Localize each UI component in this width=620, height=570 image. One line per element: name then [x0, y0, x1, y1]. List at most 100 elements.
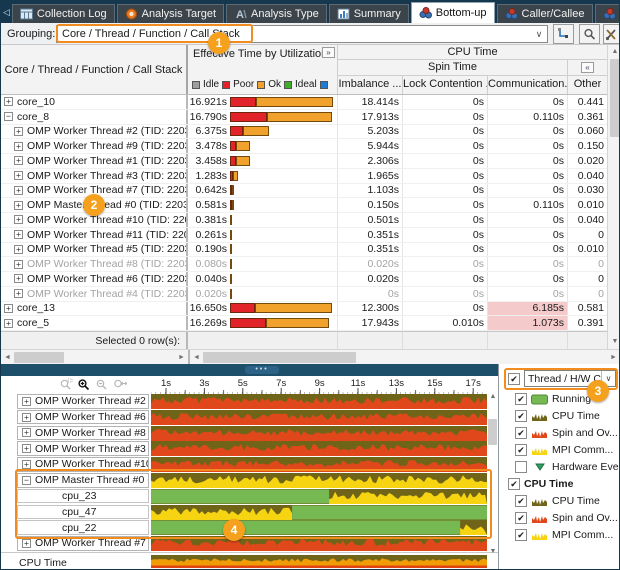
timeline-row-label[interactable]: +OMP Worker Thread #2 (...: [17, 394, 149, 409]
expander-icon[interactable]: +: [4, 304, 13, 313]
table-row[interactable]: +OMP Worker Thread #8 (TID: 220382)0.080…: [1, 257, 607, 272]
expander-icon[interactable]: +: [14, 260, 23, 269]
tab-top-down-tree[interactable]: Top-down Tree: [595, 4, 620, 23]
expander-icon[interactable]: +: [4, 319, 13, 328]
column-header-communication[interactable]: Communication...: [488, 76, 568, 94]
table-row[interactable]: +OMP Worker Thread #5 (TID: 220376)0.190…: [1, 243, 607, 258]
cpu-time-band[interactable]: [151, 555, 487, 568]
timeline-band[interactable]: [151, 426, 487, 441]
search-button[interactable]: [579, 24, 600, 44]
expander-icon[interactable]: +: [14, 245, 23, 254]
expander-icon[interactable]: +: [14, 274, 23, 283]
expander-icon[interactable]: +: [14, 201, 23, 210]
zoom-out-icon[interactable]: [95, 378, 109, 391]
timeline-band[interactable]: [151, 505, 487, 520]
expander-icon[interactable]: +: [22, 460, 31, 469]
expander-icon[interactable]: −: [22, 476, 31, 485]
tab-analysis-target[interactable]: Analysis Target: [117, 4, 224, 23]
expander-icon[interactable]: +: [14, 215, 23, 224]
zoom-selection-icon[interactable]: [59, 378, 73, 391]
legend-checkbox[interactable]: ✔: [515, 512, 527, 524]
table-row[interactable]: +OMP Worker Thread #11 (TID: 220388)0.26…: [1, 228, 607, 243]
legend-checkbox[interactable]: ✔: [515, 393, 527, 405]
expander-icon[interactable]: +: [22, 444, 31, 453]
table-row[interactable]: +OMP Worker Thread #4 (TID: 220375)0.020…: [1, 287, 607, 302]
band-filter-checkbox[interactable]: ✔: [508, 373, 520, 385]
tab-caller-callee[interactable]: Caller/Callee: [497, 4, 593, 23]
timeline-band[interactable]: [151, 489, 487, 504]
grid-scroll-up-button[interactable]: ▲: [609, 46, 620, 58]
column-header-effective-time[interactable]: Effective Time by Utilization▾ » IdlePoo…: [188, 45, 338, 94]
group-header-cpu-time[interactable]: CPU Time: [338, 45, 607, 60]
expander-icon[interactable]: +: [14, 186, 23, 195]
tree-scroll-left-button[interactable]: ◄: [2, 352, 13, 363]
table-row[interactable]: −core_816.790s17.913s0s0.110s0.361: [1, 110, 607, 125]
timeline-band[interactable]: [151, 473, 487, 488]
column-header-other[interactable]: Other: [568, 76, 607, 94]
grid-scrollbar-thumb[interactable]: [203, 352, 356, 363]
pane-splitter[interactable]: •••: [1, 364, 498, 376]
table-row[interactable]: +core_1016.921s18.414s0s0s0.441: [1, 95, 607, 110]
legend-checkbox[interactable]: ✔: [515, 410, 527, 422]
expander-icon[interactable]: +: [4, 97, 13, 106]
timeline-row-label[interactable]: +OMP Worker Thread #10 ...: [17, 457, 149, 472]
expander-icon[interactable]: +: [14, 171, 23, 180]
timeline-row-label[interactable]: cpu_22: [17, 520, 149, 535]
legend-checkbox[interactable]: ✔: [508, 478, 520, 490]
grid-vscrollbar-thumb[interactable]: [610, 59, 620, 137]
expander-icon[interactable]: +: [14, 289, 23, 298]
timeline-row-label[interactable]: +OMP Worker Thread #8 (...: [17, 426, 149, 441]
column-header-tree[interactable]: Core / Thread / Function / Call Stack: [1, 45, 188, 94]
table-row[interactable]: +OMP Worker Thread #1 (TID: 220369)3.458…: [1, 154, 607, 169]
grid-scroll-right-button[interactable]: ►: [608, 352, 619, 363]
timeline-band[interactable]: [151, 457, 487, 472]
timeline-row-label[interactable]: −OMP Master Thread #0 (...: [17, 473, 149, 488]
tree-scrollbar-thumb[interactable]: [14, 352, 64, 363]
expander-icon[interactable]: +: [14, 142, 23, 151]
table-row[interactable]: +core_516.269s17.943s0.010s1.073s0.391: [1, 316, 607, 331]
tabs-scroll-left-button[interactable]: ◁: [3, 7, 10, 23]
timeline-ruler[interactable]: 1s3s5s7s9s11s13s15s17s: [151, 376, 487, 394]
expander-icon[interactable]: −: [4, 112, 13, 121]
timeline-vscrollbar-thumb[interactable]: [488, 419, 497, 445]
tab-collection-log[interactable]: Collection Log: [12, 4, 115, 23]
zoom-fit-icon[interactable]: [113, 378, 127, 391]
customize-grouping-button[interactable]: [553, 24, 574, 44]
group-header-spin-time[interactable]: Spin Time: [338, 60, 568, 75]
collapse-column-set-button[interactable]: «: [581, 62, 594, 73]
splitter-grip[interactable]: •••: [245, 366, 279, 374]
table-row[interactable]: +OMP Worker Thread #2 (TID: 220371)6.375…: [1, 125, 607, 140]
table-row[interactable]: +OMP Worker Thread #6 (TID: 220379)0.040…: [1, 272, 607, 287]
tab-summary[interactable]: Summary: [329, 4, 409, 23]
expander-icon[interactable]: +: [22, 413, 31, 422]
customize-view-button[interactable]: [603, 24, 620, 44]
legend-checkbox[interactable]: ✔: [515, 444, 527, 456]
table-row[interactable]: +OMP Worker Thread #9 (TID: 220384)3.478…: [1, 139, 607, 154]
table-row[interactable]: +core_1316.650s12.300s0s6.185s0.581: [1, 302, 607, 317]
column-header-imbalance[interactable]: Imbalance ...: [338, 76, 403, 94]
expander-icon[interactable]: +: [22, 397, 31, 406]
zoom-in-icon[interactable]: [77, 378, 91, 391]
legend-checkbox[interactable]: ✔: [515, 495, 527, 507]
timeline-band[interactable]: [151, 520, 487, 535]
timeline-band[interactable]: [151, 441, 487, 456]
legend-checkbox[interactable]: ✔: [515, 427, 527, 439]
table-row[interactable]: +OMP Worker Thread #3 (TID: 220372)1.283…: [1, 169, 607, 184]
grouping-combobox[interactable]: Core / Thread / Function / Call Stack ∨: [56, 25, 548, 43]
tree-scroll-right-button[interactable]: ►: [176, 352, 187, 363]
chevron-down-icon[interactable]: ∨: [531, 29, 547, 40]
tab-analysis-type[interactable]: AAnalysis Type: [226, 4, 327, 23]
expander-icon[interactable]: +: [14, 230, 23, 239]
timeline-band[interactable]: [151, 410, 487, 425]
timeline-row-label[interactable]: +OMP Worker Thread #7 (...: [17, 536, 149, 551]
legend-checkbox[interactable]: ✔: [515, 529, 527, 541]
tab-bottom-up[interactable]: Bottom-up: [411, 2, 495, 23]
legend-checkbox[interactable]: [515, 461, 527, 473]
timeline-band[interactable]: [151, 536, 487, 551]
timeline-row-label[interactable]: +OMP Worker Thread #3 (...: [17, 441, 149, 456]
grid-scroll-down-button[interactable]: ▼: [609, 336, 620, 348]
expander-icon[interactable]: +: [14, 127, 23, 136]
column-header-lock-contention[interactable]: Lock Contention ...: [403, 76, 488, 94]
expander-icon[interactable]: +: [22, 428, 31, 437]
expander-icon[interactable]: +: [22, 539, 31, 548]
